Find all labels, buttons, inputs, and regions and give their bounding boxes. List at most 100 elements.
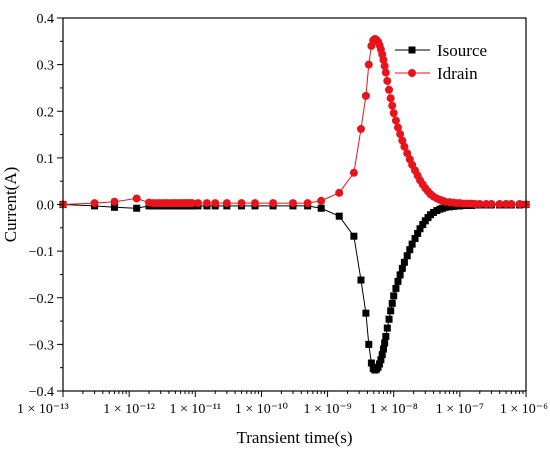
data-point-isource: [376, 360, 384, 368]
data-point-isource: [385, 315, 393, 323]
data-point-isource: [335, 212, 343, 220]
data-point-isource: [362, 309, 370, 317]
data-point-isource: [383, 324, 391, 332]
data-point-isource: [416, 225, 424, 233]
data-point-idrain: [379, 55, 388, 64]
data-point-isource: [378, 351, 386, 359]
data-point-idrain: [237, 199, 246, 208]
data-point-isource: [379, 345, 387, 353]
data-point-isource: [408, 240, 416, 248]
data-point-idrain: [487, 200, 496, 209]
y-tick-label: 0.0: [37, 199, 55, 214]
legend-marker-isource: [408, 46, 416, 54]
data-point-isource: [394, 277, 402, 285]
data-point-isource: [387, 307, 395, 315]
data-point-isource: [446, 203, 454, 211]
series-layer: [59, 34, 530, 374]
data-point-isource: [411, 235, 419, 243]
data-point-idrain: [381, 68, 390, 77]
data-point-isource: [392, 284, 400, 292]
data-point-idrain: [251, 199, 260, 208]
data-point-idrain: [383, 76, 392, 85]
data-point-idrain: [288, 199, 297, 208]
x-tick-label: 1 × 10⁻⁶: [500, 402, 548, 417]
data-point-isource: [388, 299, 396, 307]
x-tick-label: 1 × 10⁻¹²: [103, 402, 155, 417]
data-point-idrain: [388, 101, 397, 110]
data-point-idrain: [194, 199, 203, 208]
x-axis-title: Transient time(s): [236, 428, 352, 447]
x-tick-label: 1 × 10⁻⁸: [370, 402, 418, 417]
data-point-isource: [396, 271, 404, 279]
axes-layer: −0.4 −0.3 −0.2 −0.1 0.0 0.1 0.2 0.3 0.4 1 × 10⁻¹³…: [17, 12, 548, 417]
data-point-idrain: [507, 200, 516, 209]
legend-label-idrain: Idrain: [437, 64, 478, 83]
data-point-isource: [382, 332, 390, 340]
data-point-isource: [414, 229, 422, 237]
data-point-isource: [350, 232, 358, 240]
data-point-idrain: [386, 94, 395, 103]
data-point-isource: [365, 340, 373, 348]
y-tick-label: 0.3: [37, 59, 55, 74]
y-tick-label: 0.2: [37, 105, 55, 120]
data-point-idrain: [403, 149, 412, 158]
data-point-isource: [419, 221, 427, 229]
y-tick-label: 0.4: [37, 12, 55, 27]
data-point-idrain: [364, 60, 373, 69]
data-point-idrain: [391, 116, 400, 125]
data-point-idrain: [202, 199, 211, 208]
data-point-idrain: [385, 85, 394, 94]
data-point-idrain: [303, 199, 312, 208]
data-point-idrain: [515, 200, 524, 209]
data-point-idrain: [90, 199, 99, 208]
data-point-isource: [317, 204, 325, 212]
data-point-idrain: [211, 199, 220, 208]
legend-marker-idrain: [408, 69, 416, 77]
data-point-idrain: [361, 91, 370, 100]
data-point-idrain: [475, 200, 484, 209]
data-point-idrain: [396, 130, 405, 139]
data-point-idrain: [188, 199, 197, 208]
x-tick-label: 1 × 10⁻⁹: [303, 402, 351, 417]
data-point-isource: [400, 258, 408, 266]
data-point-idrain: [398, 136, 407, 145]
y-tick-label: −0.3: [29, 338, 54, 353]
y-tick-label: −0.2: [29, 292, 54, 307]
data-point-idrain: [389, 109, 398, 118]
data-point-idrain: [380, 62, 389, 71]
data-point-isource: [357, 276, 365, 284]
data-point-isource: [390, 292, 398, 300]
x-tick-label: 1 × 10⁻¹⁰: [235, 402, 288, 417]
y-tick-label: 0.1: [37, 152, 55, 167]
data-point-isource: [133, 204, 141, 212]
data-point-idrain: [495, 200, 504, 209]
data-point-isource: [110, 203, 118, 211]
data-point-isource: [367, 359, 375, 367]
y-tick-label: −0.4: [29, 385, 54, 400]
data-point-isource: [398, 264, 406, 272]
data-point-idrain: [110, 197, 119, 206]
y-axis-title: Current(A): [1, 167, 20, 243]
x-tick-label: 1 × 10⁻⁷: [436, 402, 484, 417]
data-point-isource: [403, 252, 411, 260]
data-point-isource: [377, 356, 385, 364]
data-point-idrain: [317, 196, 326, 205]
x-tick-label: 1 × 10⁻¹¹: [169, 402, 221, 417]
data-point-idrain: [269, 199, 278, 208]
legend: Isource Idrain: [395, 41, 487, 83]
data-point-isource: [381, 339, 389, 347]
data-point-idrain: [393, 123, 402, 132]
data-point-idrain: [132, 194, 141, 203]
data-point-idrain: [400, 142, 409, 151]
legend-label-isource: Isource: [437, 41, 487, 60]
data-point-idrain: [349, 168, 358, 177]
x-tick-label: 1 × 10⁻¹³: [17, 402, 69, 417]
data-point-idrain: [222, 199, 231, 208]
y-tick-label: −0.1: [29, 245, 54, 260]
data-point-idrain: [335, 188, 344, 197]
data-point-isource: [441, 203, 449, 211]
data-point-isource: [406, 246, 414, 254]
data-point-idrain: [356, 124, 365, 133]
